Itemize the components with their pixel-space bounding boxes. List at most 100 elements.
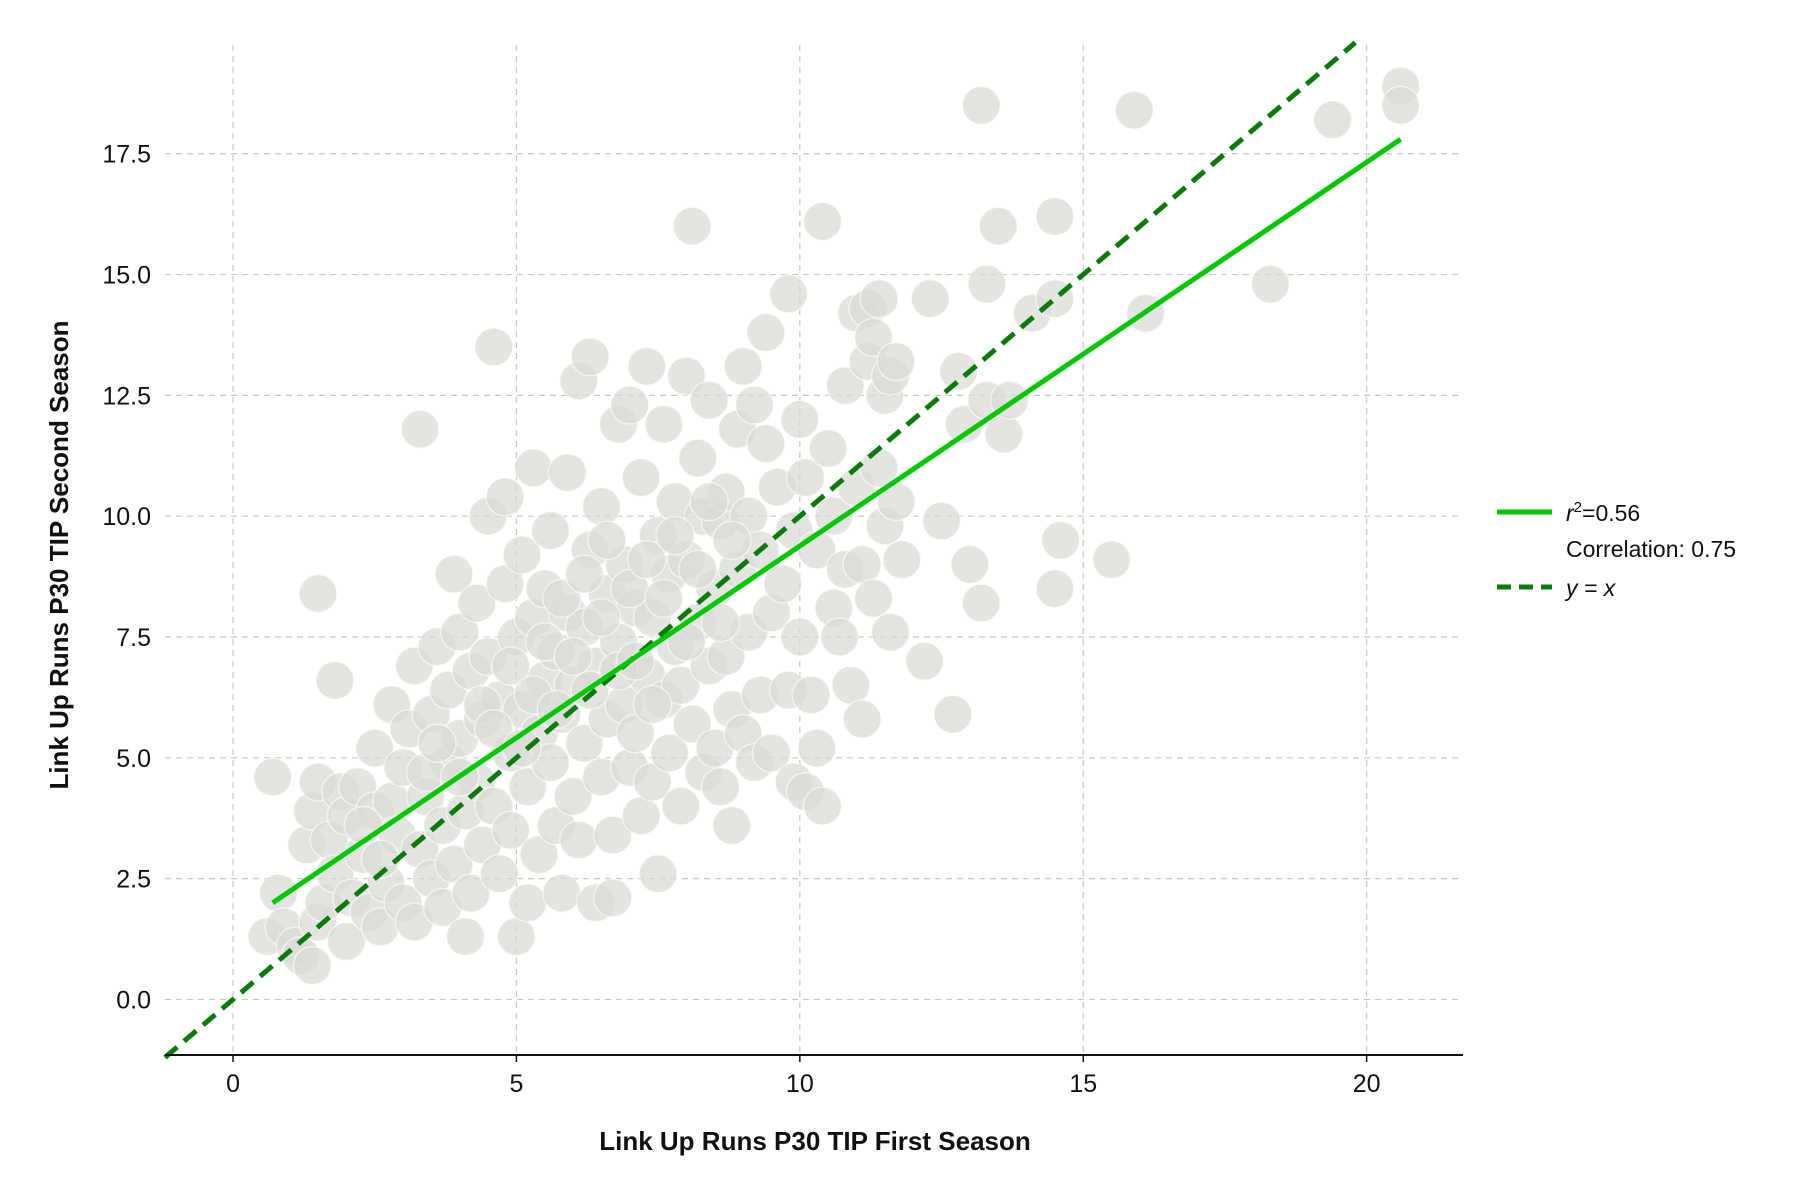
- scatter-point: [474, 709, 514, 749]
- scatter-point: [621, 457, 661, 498]
- scatter-point: [666, 622, 707, 662]
- scatter-point: [763, 564, 803, 604]
- scatter-point: [984, 414, 1024, 454]
- scatter-point: [258, 873, 299, 913]
- scatter-point: [627, 539, 667, 580]
- scatter-point: [712, 520, 752, 561]
- scatter-point: [632, 684, 673, 725]
- scatter-point: [1091, 539, 1132, 580]
- scatter-point: [564, 554, 605, 594]
- scatter-point: [547, 452, 588, 493]
- y-tick-label: 5.0: [116, 745, 151, 773]
- scatter-point: [434, 554, 474, 594]
- x-tick-label: 10: [786, 1070, 814, 1098]
- scatter-point: [768, 274, 809, 314]
- scatter-point: [678, 438, 718, 478]
- scatter-point: [610, 385, 650, 425]
- scatter-point: [797, 728, 837, 768]
- y-tick-label: 2.5: [116, 866, 151, 894]
- scatter-point: [581, 597, 622, 638]
- scatter-point: [417, 723, 457, 764]
- scatter-point: [445, 916, 486, 957]
- scatter-point: [678, 549, 718, 590]
- scatter-point: [638, 854, 678, 894]
- scatter-point: [961, 85, 1001, 126]
- legend: r2=0.56 Correlation: 0.75 y = x: [1497, 499, 1736, 601]
- scatter-point: [292, 945, 333, 986]
- scatter-point: [870, 612, 911, 652]
- scatter-point: [910, 278, 950, 319]
- legend-identity-label: y = x: [1564, 575, 1617, 601]
- x-tick-label: 20: [1353, 1070, 1381, 1098]
- scatter-point: [593, 878, 633, 918]
- scatter-point: [819, 617, 860, 657]
- identity-line: [163, 40, 1357, 1060]
- scatter-point: [326, 921, 367, 962]
- scatter-point: [508, 883, 548, 923]
- scatter-point: [553, 636, 593, 677]
- scatter-point: [621, 796, 661, 836]
- x-axis-title: Link Up Runs P30 TIP First Season: [599, 1126, 1031, 1156]
- scatter-point: [933, 694, 973, 735]
- scatter-point: [950, 544, 990, 585]
- scatter-point: [961, 583, 1001, 623]
- scatter-point: [672, 206, 712, 246]
- scatter-point: [842, 544, 882, 585]
- scatter-point: [655, 515, 695, 556]
- scatter-point: [802, 786, 843, 826]
- scatter-point: [791, 675, 831, 715]
- y-tick-label: 10.0: [102, 503, 151, 531]
- scatter-point: [700, 767, 741, 807]
- scatter-point: [780, 399, 820, 440]
- scatter-point: [814, 496, 854, 536]
- scatter-point: [853, 578, 894, 619]
- scatter-point: [627, 346, 667, 387]
- legend-correlation-label: Correlation: 0.75: [1566, 536, 1736, 562]
- legend-r-superscript: 2: [1574, 499, 1582, 516]
- scatter-point: [904, 641, 945, 681]
- scatter-point: [491, 646, 531, 686]
- y-tick-label: 15.0: [102, 262, 151, 290]
- scatter-point: [661, 665, 701, 706]
- scatter-point: [354, 728, 395, 768]
- x-tick-label: 5: [509, 1070, 523, 1098]
- x-tick-label: 0: [226, 1070, 240, 1098]
- y-tick-label: 7.5: [116, 624, 151, 652]
- scatter-point: [400, 409, 440, 449]
- scatter-points: [247, 66, 1421, 986]
- scatter-point: [542, 873, 582, 913]
- x-tick-label: 15: [1069, 1070, 1097, 1098]
- y-tick-label: 0.0: [116, 986, 151, 1014]
- scatter-point: [689, 481, 729, 522]
- scatter-point: [593, 815, 633, 855]
- scatter-point: [479, 854, 520, 894]
- scatter-point: [496, 916, 537, 957]
- y-tick-label: 17.5: [102, 141, 151, 169]
- scatter-point: [921, 501, 962, 541]
- scatter-point: [491, 810, 531, 851]
- legend-regression-label: r2=0.56: [1566, 499, 1640, 526]
- scatter-point: [831, 665, 871, 706]
- scatter-point: [581, 486, 622, 527]
- scatter-point: [1114, 90, 1154, 130]
- scatter-point: [513, 448, 554, 488]
- scatter-point: [559, 820, 599, 860]
- scatter-point: [802, 201, 843, 242]
- legend-r2-value: =0.56: [1582, 500, 1640, 526]
- scatter-point: [451, 873, 491, 913]
- y-tick-label: 12.5: [102, 382, 151, 410]
- scatter-point: [785, 457, 826, 498]
- scatter-point: [882, 539, 922, 580]
- scatter-point: [485, 477, 525, 517]
- scatter-point: [1380, 85, 1421, 126]
- y-axis-title: Link Up Runs P30 TIP Second Season: [44, 320, 74, 789]
- scatter-point: [859, 278, 899, 319]
- scatter-point: [967, 264, 1007, 304]
- scatter-point: [780, 617, 820, 657]
- scatter-point: [530, 510, 571, 551]
- scatter-point: [1035, 196, 1075, 237]
- scatter-point: [1035, 568, 1075, 609]
- scatter-point: [876, 341, 916, 382]
- scatter-point: [723, 346, 763, 387]
